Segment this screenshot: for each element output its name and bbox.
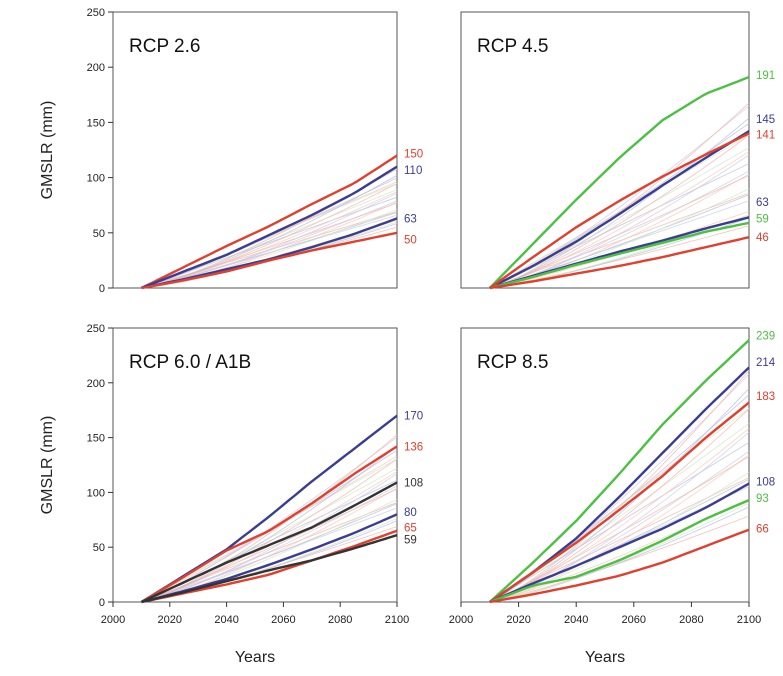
series-line-191 xyxy=(488,75,750,289)
panel-4: 239 214 183 108 93 66 RCP 8.5 2000 2020 2040 2060 2… xyxy=(449,327,776,666)
ensemble-line xyxy=(489,502,750,603)
plot-frame xyxy=(112,327,398,603)
panel-title: RCP 8.5 xyxy=(477,352,548,373)
end-label-110: 110 xyxy=(404,165,422,177)
ensemble-line xyxy=(489,151,750,289)
end-label-93: 93 xyxy=(756,493,769,505)
series-line-141 xyxy=(489,132,750,289)
ensemble-line xyxy=(489,423,750,603)
ensemble-line xyxy=(489,370,750,603)
ensemble-line xyxy=(489,147,750,289)
x-tick-label: 2000 xyxy=(101,614,125,626)
ensemble-line xyxy=(141,445,398,603)
end-label-214: 214 xyxy=(756,357,776,369)
ensemble-line xyxy=(489,134,750,289)
series-line-110 xyxy=(140,165,398,290)
end-label-59: 59 xyxy=(404,535,417,547)
x-tick-label: 2060 xyxy=(622,614,646,626)
panel-2: 191 145 141 63 59 46 RCP 4.5 xyxy=(460,11,775,290)
x-axis-label: Years xyxy=(585,649,625,666)
ensemble-line xyxy=(489,373,750,603)
end-label-108: 108 xyxy=(756,476,775,488)
series-line-145 xyxy=(489,130,750,290)
end-label-63: 63 xyxy=(404,213,417,225)
series-line-59 xyxy=(141,533,398,604)
x-axis-label: Years xyxy=(235,649,275,666)
end-label-66: 66 xyxy=(756,524,769,536)
end-label-59: 59 xyxy=(756,213,769,225)
ensemble-line xyxy=(489,408,750,603)
end-label-150: 150 xyxy=(404,148,423,160)
ensemble-line xyxy=(489,515,750,603)
ensemble-line xyxy=(141,202,398,289)
series-line-183 xyxy=(489,401,750,603)
y-tick-label: 200 xyxy=(87,62,105,74)
y-tick-label: 50 xyxy=(93,228,105,240)
end-label-80: 80 xyxy=(404,507,417,519)
plot-frame xyxy=(460,327,750,603)
y-tick-label: 250 xyxy=(87,7,105,19)
ensemble-line xyxy=(141,174,398,289)
y-tick-label: 0 xyxy=(99,283,105,295)
y-tick-label: 150 xyxy=(87,117,105,129)
panel-1: 150 110 63 50 RCP 2.6 0 50 100 150 200 250 GMSLR (m… xyxy=(39,7,423,295)
end-label-136: 136 xyxy=(404,441,423,453)
end-label-141: 141 xyxy=(756,130,775,142)
panel-title: RCP 4.5 xyxy=(477,36,548,57)
x-tick-label: 2040 xyxy=(214,614,238,626)
ensemble-line xyxy=(141,473,398,603)
x-tick-label: 2020 xyxy=(506,614,530,626)
x-tick-label: 2080 xyxy=(679,614,703,626)
x-tick-label: 2000 xyxy=(449,614,473,626)
end-label-46: 46 xyxy=(756,232,769,244)
y-axis-label: GMSLR (mm) xyxy=(39,416,56,515)
y-tick-label: 100 xyxy=(87,173,105,185)
end-label-170: 170 xyxy=(404,411,423,423)
y-tick-label: 100 xyxy=(87,487,105,499)
x-tick-label: 2020 xyxy=(158,614,182,626)
y-tick-label: 50 xyxy=(93,542,105,554)
panel-title: RCP 6.0 / A1B xyxy=(129,352,251,373)
x-tick-label: 2100 xyxy=(737,614,761,626)
end-label-191: 191 xyxy=(756,70,775,82)
end-label-183: 183 xyxy=(756,391,775,403)
series-line-93 xyxy=(489,498,750,604)
ensemble-line xyxy=(141,434,398,603)
series-line-239 xyxy=(488,339,750,603)
end-label-108: 108 xyxy=(404,478,423,490)
panel-title: RCP 2.6 xyxy=(129,36,200,57)
x-tick-label: 2080 xyxy=(328,614,352,626)
ensemble-line xyxy=(141,458,398,603)
series-line-59 xyxy=(489,221,750,290)
y-tick-label: 200 xyxy=(87,378,105,390)
y-tick-label: 150 xyxy=(87,433,105,445)
series-line-108 xyxy=(489,482,750,604)
ensemble-line xyxy=(141,177,398,289)
x-tick-label: 2100 xyxy=(385,614,409,626)
series-line-150 xyxy=(140,154,398,290)
series-line-50 xyxy=(141,231,398,290)
series-line-136 xyxy=(140,445,398,604)
ensemble-line xyxy=(489,388,750,603)
end-label-50: 50 xyxy=(404,234,417,246)
ensemble-line xyxy=(489,454,750,603)
series-line-66 xyxy=(489,528,750,604)
end-label-145: 145 xyxy=(756,114,775,126)
end-label-63: 63 xyxy=(756,197,769,209)
ensemble-line xyxy=(489,102,750,289)
y-tick-label: 0 xyxy=(99,597,105,609)
series-line-46 xyxy=(489,236,750,290)
ensemble-line xyxy=(489,225,750,289)
end-label-239: 239 xyxy=(756,331,775,343)
end-label-65: 65 xyxy=(404,522,417,534)
series-line-108 xyxy=(140,481,398,604)
y-axis-label: GMSLR (mm) xyxy=(39,101,56,200)
x-tick-label: 2040 xyxy=(564,614,588,626)
y-tick-label: 250 xyxy=(87,323,105,335)
x-tick-label: 2060 xyxy=(271,614,295,626)
